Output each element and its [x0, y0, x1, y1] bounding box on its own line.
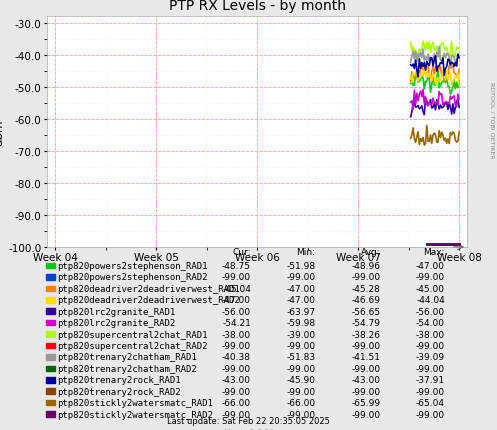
Text: -45.04: -45.04 — [222, 284, 251, 293]
Text: -65.99: -65.99 — [351, 398, 380, 407]
Text: -38.00: -38.00 — [415, 330, 445, 339]
Text: -44.04: -44.04 — [416, 296, 445, 304]
Text: ptp820supercentral2chat_RAD1: ptp820supercentral2chat_RAD1 — [57, 330, 208, 339]
Text: -99.00: -99.00 — [351, 410, 380, 418]
Text: -38.00: -38.00 — [222, 330, 251, 339]
Text: Avg:: Avg: — [361, 248, 380, 257]
Text: -39.09: -39.09 — [415, 353, 445, 362]
Text: ptp820deadriver2deadriverwest_RAD1: ptp820deadriver2deadriverwest_RAD1 — [57, 284, 240, 293]
Text: -99.00: -99.00 — [351, 273, 380, 282]
Text: -56.00: -56.00 — [415, 307, 445, 316]
Text: ptp820stickly2watersmatc_RAD1: ptp820stickly2watersmatc_RAD1 — [57, 398, 213, 407]
Text: -47.00: -47.00 — [416, 261, 445, 270]
Text: -99.00: -99.00 — [222, 341, 251, 350]
Title: PTP RX Levels - by month: PTP RX Levels - by month — [168, 0, 346, 13]
Text: -40.38: -40.38 — [222, 353, 251, 362]
Text: -99.00: -99.00 — [415, 410, 445, 418]
Text: -66.00: -66.00 — [222, 398, 251, 407]
Text: -47.00: -47.00 — [287, 296, 316, 304]
Text: -45.90: -45.90 — [287, 375, 316, 384]
Text: -51.83: -51.83 — [286, 353, 316, 362]
Text: -99.00: -99.00 — [286, 273, 316, 282]
Text: Last update: Sat Feb 22 20:35:05 2025: Last update: Sat Feb 22 20:35:05 2025 — [167, 416, 330, 425]
Text: Munin 2.0.56: Munin 2.0.56 — [224, 428, 273, 430]
Text: -47.00: -47.00 — [222, 296, 251, 304]
Text: -48.75: -48.75 — [222, 261, 251, 270]
Text: -54.00: -54.00 — [416, 319, 445, 327]
Text: -45.28: -45.28 — [351, 284, 380, 293]
Text: -99.00: -99.00 — [415, 341, 445, 350]
Text: -51.98: -51.98 — [286, 261, 316, 270]
Text: -63.97: -63.97 — [286, 307, 316, 316]
Text: -45.00: -45.00 — [416, 284, 445, 293]
Text: ptp820trenary2rock_RAD2: ptp820trenary2rock_RAD2 — [57, 387, 181, 396]
Text: -99.00: -99.00 — [351, 364, 380, 373]
Text: Min:: Min: — [297, 248, 316, 257]
Text: ptp820lrc2granite_RAD2: ptp820lrc2granite_RAD2 — [57, 319, 175, 327]
Text: -47.00: -47.00 — [287, 284, 316, 293]
Text: -56.00: -56.00 — [222, 307, 251, 316]
Text: ptp820trenary2rock_RAD1: ptp820trenary2rock_RAD1 — [57, 375, 181, 384]
Text: -99.00: -99.00 — [351, 341, 380, 350]
Y-axis label: dbm: dbm — [0, 119, 5, 145]
Text: -43.00: -43.00 — [351, 375, 380, 384]
Text: ptp820lrc2granite_RAD1: ptp820lrc2granite_RAD1 — [57, 307, 175, 316]
Text: -99.00: -99.00 — [286, 341, 316, 350]
Text: ptp820supercentral2chat_RAD2: ptp820supercentral2chat_RAD2 — [57, 341, 208, 350]
Text: -65.04: -65.04 — [416, 398, 445, 407]
Text: -99.00: -99.00 — [415, 273, 445, 282]
Text: -99.00: -99.00 — [222, 387, 251, 396]
Text: -41.51: -41.51 — [351, 353, 380, 362]
Text: -46.69: -46.69 — [351, 296, 380, 304]
Text: -99.00: -99.00 — [351, 387, 380, 396]
Text: Cur:: Cur: — [233, 248, 251, 257]
Text: -54.79: -54.79 — [351, 319, 380, 327]
Text: -99.00: -99.00 — [222, 364, 251, 373]
Text: -43.00: -43.00 — [222, 375, 251, 384]
Text: -99.00: -99.00 — [222, 410, 251, 418]
Text: -99.00: -99.00 — [222, 273, 251, 282]
Text: ptp820deadriver2deadriverwest_RAD2: ptp820deadriver2deadriverwest_RAD2 — [57, 296, 240, 304]
Text: ptp820trenary2chatham_RAD1: ptp820trenary2chatham_RAD1 — [57, 353, 197, 362]
Text: ptp820trenary2chatham_RAD2: ptp820trenary2chatham_RAD2 — [57, 364, 197, 373]
Text: -99.00: -99.00 — [415, 364, 445, 373]
Text: ptp820powers2stephenson_RAD1: ptp820powers2stephenson_RAD1 — [57, 261, 208, 270]
Text: -99.00: -99.00 — [286, 410, 316, 418]
Text: -59.98: -59.98 — [286, 319, 316, 327]
Text: ptp820stickly2watersmatc_RAD2: ptp820stickly2watersmatc_RAD2 — [57, 410, 213, 418]
Text: -54.21: -54.21 — [222, 319, 251, 327]
Text: -56.65: -56.65 — [351, 307, 380, 316]
Text: -99.00: -99.00 — [286, 364, 316, 373]
Text: -38.26: -38.26 — [351, 330, 380, 339]
Text: -37.91: -37.91 — [415, 375, 445, 384]
Text: -99.00: -99.00 — [415, 387, 445, 396]
Text: -48.96: -48.96 — [351, 261, 380, 270]
Text: -99.00: -99.00 — [286, 387, 316, 396]
Text: -39.00: -39.00 — [286, 330, 316, 339]
Text: ptp820powers2stephenson_RAD2: ptp820powers2stephenson_RAD2 — [57, 273, 208, 282]
Text: Max:: Max: — [423, 248, 445, 257]
Text: -66.00: -66.00 — [286, 398, 316, 407]
Text: RDTOOL / TOBI OETIKER: RDTOOL / TOBI OETIKER — [490, 82, 495, 159]
